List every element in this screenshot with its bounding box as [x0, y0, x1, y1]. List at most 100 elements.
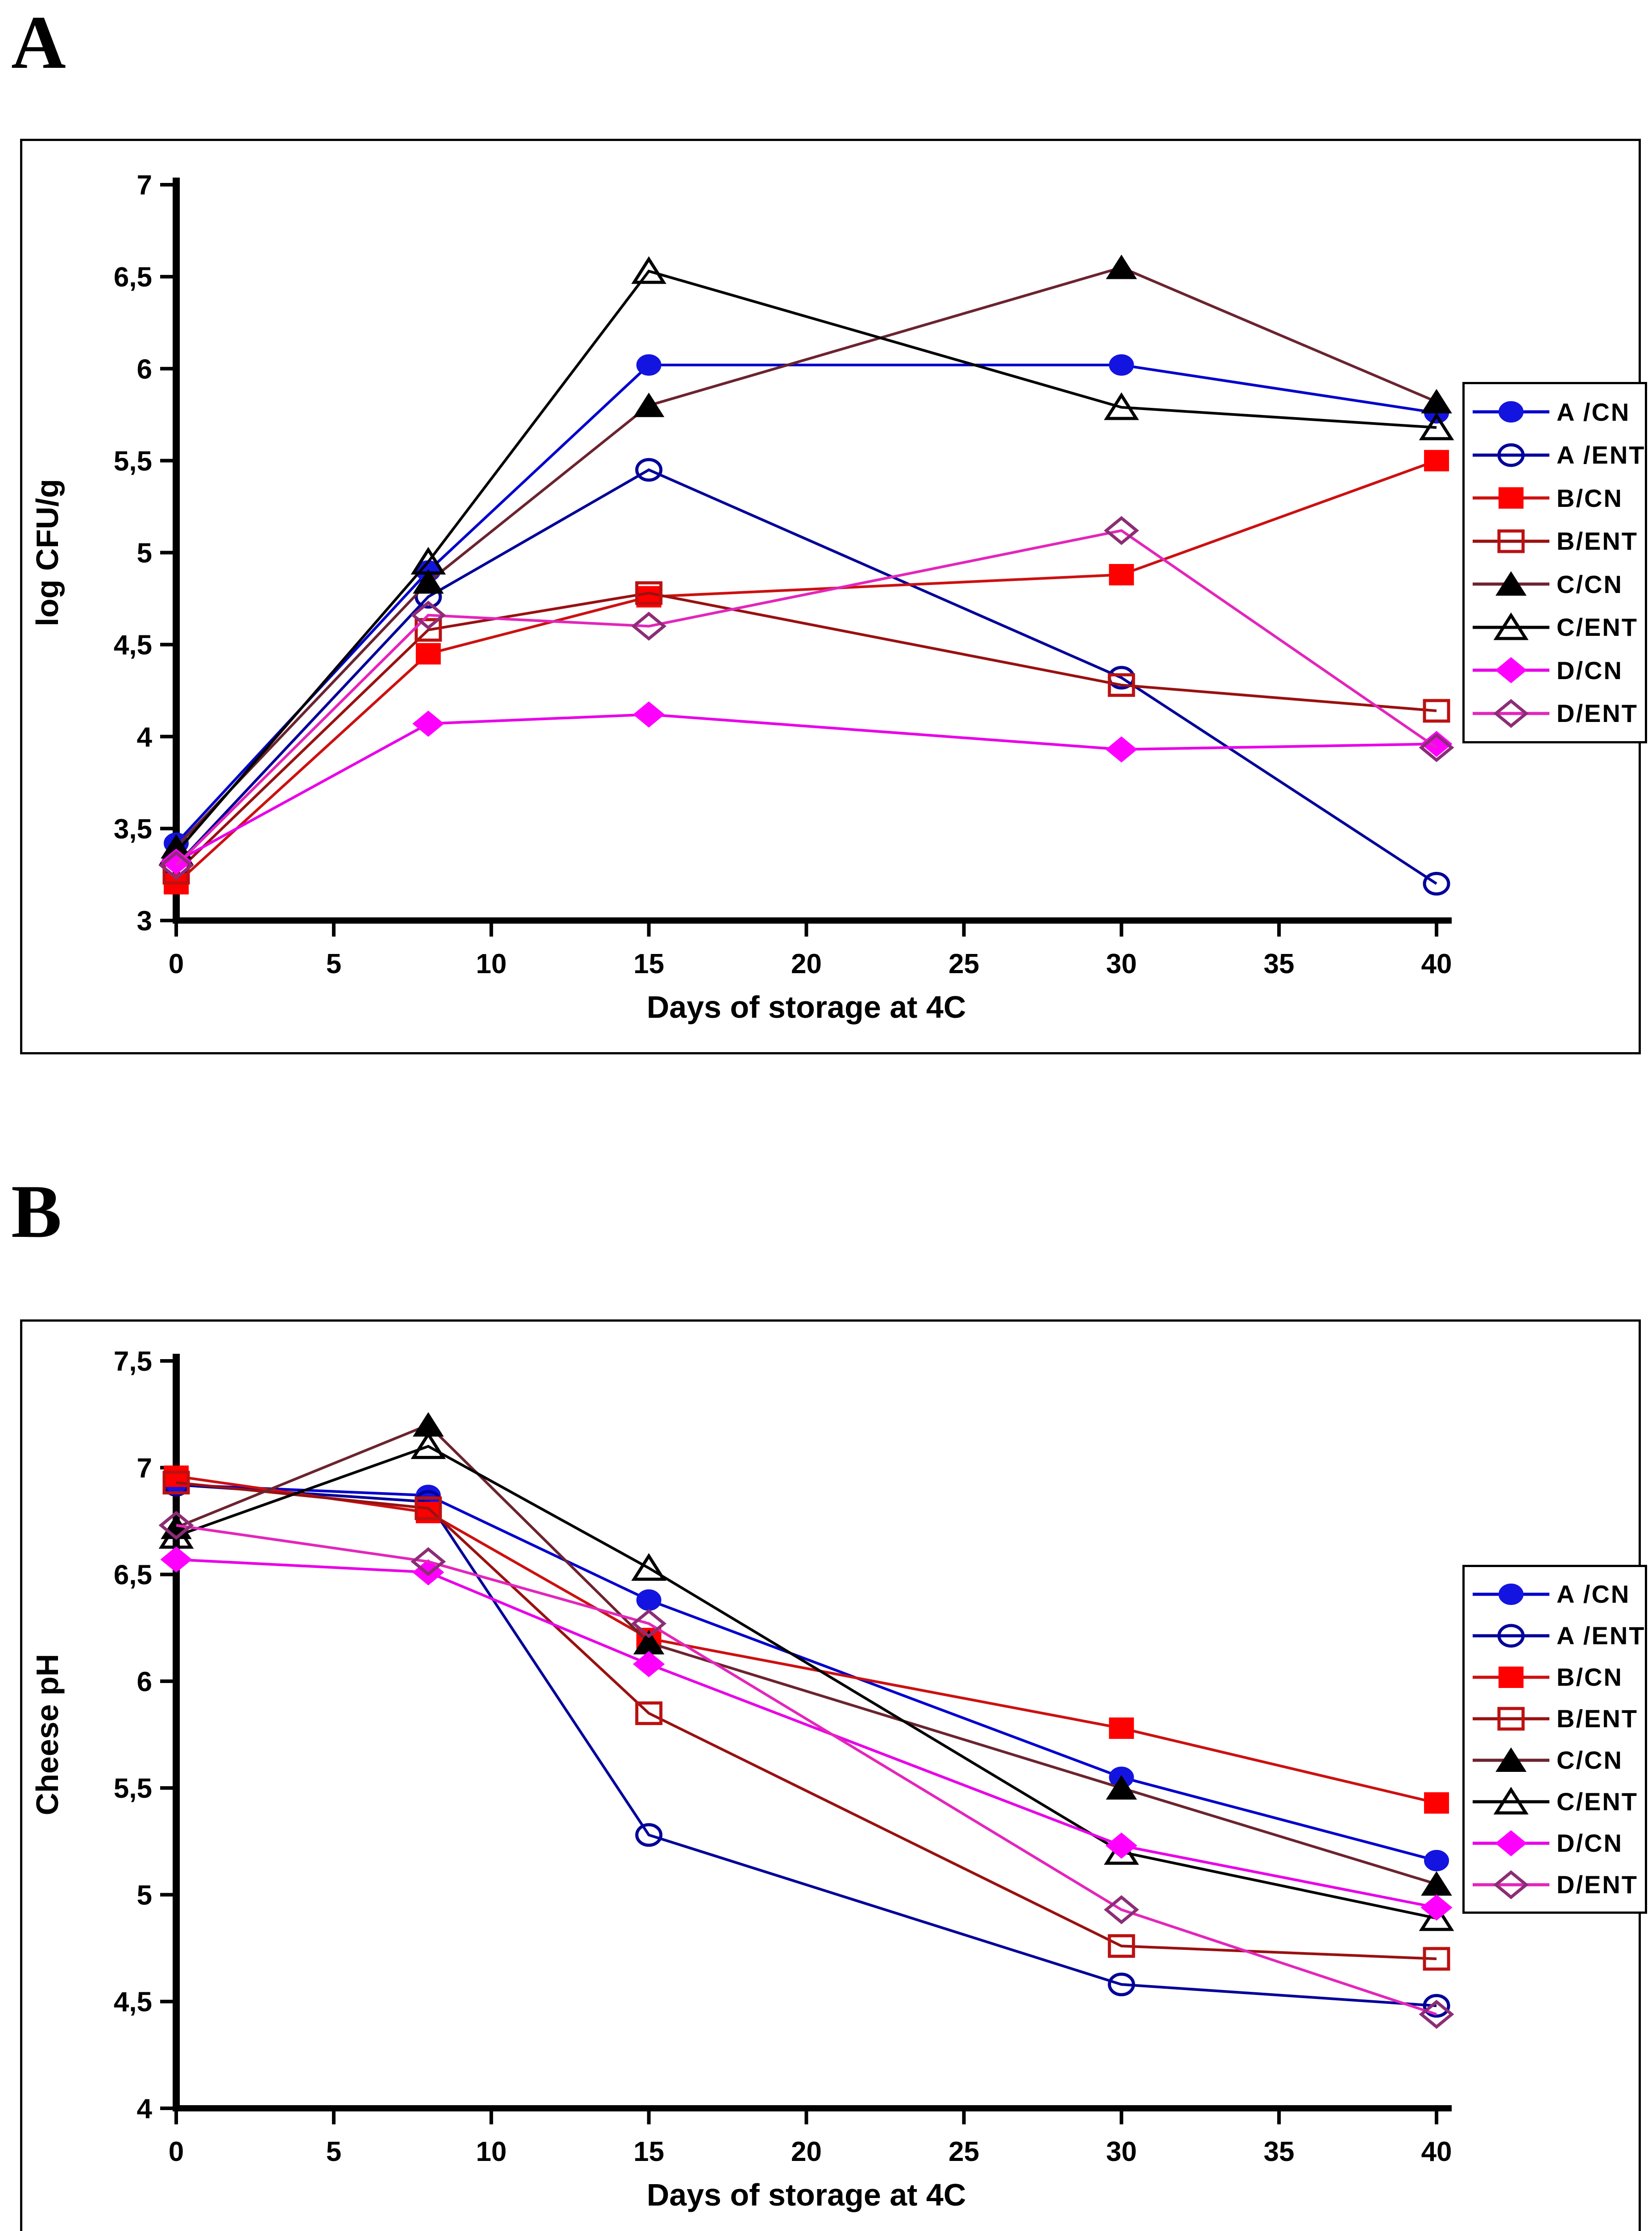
y-tick-label: 7,5 [114, 1346, 152, 1377]
x-tick-label: 25 [948, 2136, 979, 2167]
x-tick-label: 10 [476, 2136, 507, 2167]
data-point [1423, 1994, 1450, 2018]
series-line [176, 1483, 1437, 2007]
data-point [1108, 1972, 1135, 1996]
y-tick-label: 4 [137, 722, 153, 753]
legend-triangle-icon [1473, 571, 1549, 596]
x-tick-label: 25 [948, 949, 979, 979]
x-tick-label: 0 [169, 2136, 184, 2167]
series-line [175, 592, 1437, 874]
data-point [158, 1510, 194, 1540]
data-point [1104, 1895, 1139, 1924]
y-tick-label: 7 [137, 170, 152, 201]
chart-b-canvas: 4 4,5 5 5,5 6 6,5 7 7,5 0 5 10 15 20 25 30 35 40 Days of … [30, 1346, 1454, 2212]
data-point [1424, 450, 1449, 472]
data-point [1423, 699, 1450, 723]
data-point [1420, 1894, 1453, 1921]
panel-a-label: A [11, 0, 66, 84]
series-line [175, 459, 1437, 885]
data-point [1109, 1717, 1134, 1739]
legend-label: B/CN [1557, 1663, 1623, 1691]
x-tick-label: 5 [326, 949, 341, 979]
x-tick-label: 35 [1263, 2136, 1294, 2167]
chart-a-canvas: 3 3,5 4 4,5 5 5,5 6 6,5 7 0 5 10 15 20 25 30 35 40 Days of… [30, 170, 1454, 1024]
data-point [1108, 673, 1135, 697]
legend-item: D/CN [1471, 1828, 1643, 1859]
series-line [175, 713, 1437, 863]
legend-square-icon [1473, 487, 1549, 509]
legend-label: B/CN [1557, 484, 1623, 512]
legend-label: D/ENT [1557, 699, 1638, 728]
data-point [160, 1546, 192, 1573]
data-point [636, 1589, 662, 1611]
series-line [175, 270, 1437, 854]
data-point [1105, 1775, 1137, 1800]
legend-label: A /CN [1557, 1580, 1631, 1608]
legend-square-icon [1473, 529, 1549, 553]
legend-square-icon [1473, 1707, 1549, 1730]
data-point [1420, 730, 1453, 757]
legend-diamond-icon [1473, 657, 1549, 684]
legend-item: A /CN [1471, 396, 1643, 427]
series-line [175, 529, 1437, 867]
y-tick-label: 4 [137, 2094, 153, 2124]
legend-item: C/CN [1471, 1745, 1643, 1776]
legend-item: B/ENT [1471, 526, 1643, 557]
series-line [175, 1445, 1437, 1920]
data-point [1105, 254, 1137, 279]
data-point [1424, 1792, 1449, 1814]
x-tick-label: 15 [633, 2136, 664, 2167]
x-tick-label: 20 [791, 2136, 822, 2167]
data-point [413, 569, 444, 594]
y-tick-label: 3 [137, 906, 152, 937]
chart-b-legend: A /CN A /ENT B/CN B/ENT C/CN C/ENT D/CN D/ENT [1462, 1565, 1647, 1914]
legend-item: D/ENT [1471, 698, 1643, 729]
data-point [410, 1431, 446, 1459]
legend-item: B/CN [1471, 1662, 1643, 1693]
data-point [1105, 1833, 1138, 1859]
x-tick-label: 40 [1421, 949, 1452, 979]
legend-circle-icon [1473, 1583, 1549, 1605]
legend-item: B/ENT [1471, 1703, 1643, 1734]
legend-label: C/ENT [1557, 613, 1638, 642]
legend-label: B/ENT [1557, 527, 1638, 556]
series-line [176, 1475, 1437, 1804]
legend-triangle-icon [1473, 1747, 1549, 1772]
data-point [635, 1701, 662, 1725]
data-point [1421, 389, 1452, 414]
y-tick-label: 4,5 [114, 630, 152, 661]
panel-a-chart-frame: 3 3,5 4 4,5 5 5,5 6 6,5 7 0 5 10 15 20 25 30 35 40 Days of… [20, 139, 1647, 1054]
data-point [412, 710, 444, 737]
legend-item: C/ENT [1471, 1786, 1643, 1817]
legend-item: D/ENT [1471, 1869, 1643, 1900]
data-point [636, 354, 662, 376]
data-point [1108, 1934, 1135, 1958]
panel-b-label: B [11, 1169, 62, 1253]
data-point [633, 701, 665, 728]
y-tick-label: 3,5 [114, 814, 152, 845]
data-point [635, 458, 662, 482]
data-point [1109, 564, 1134, 585]
legend-item: A /CN [1471, 1579, 1643, 1610]
data-point [1419, 733, 1454, 763]
data-point [162, 1471, 190, 1495]
data-point [414, 618, 442, 642]
y-tick-label: 7 [137, 1453, 152, 1484]
legend-diamond-icon [1473, 1830, 1549, 1856]
legend-triangle-icon [1473, 1786, 1549, 1814]
x-tick-label: 0 [169, 949, 184, 979]
data-point [1423, 1947, 1450, 1971]
y-tick-label: 6,5 [114, 1560, 152, 1591]
data-point [1419, 1999, 1454, 2029]
chart-a-legend: A /CN A /ENT B/CN B/ENT C/CN C/ENT D/CN D/ENT [1462, 382, 1647, 743]
legend-label: D/CN [1557, 1829, 1623, 1857]
legend-circle-icon [1473, 443, 1549, 467]
y-axis-title: log CFU/g [30, 479, 65, 626]
data-point [1109, 354, 1134, 376]
data-point [1105, 736, 1138, 763]
legend-label: B/ENT [1557, 1704, 1638, 1733]
legend-label: A /ENT [1557, 441, 1646, 469]
data-point [1423, 872, 1450, 896]
y-tick-label: 6,5 [114, 262, 152, 293]
series-line [176, 1483, 1437, 1862]
